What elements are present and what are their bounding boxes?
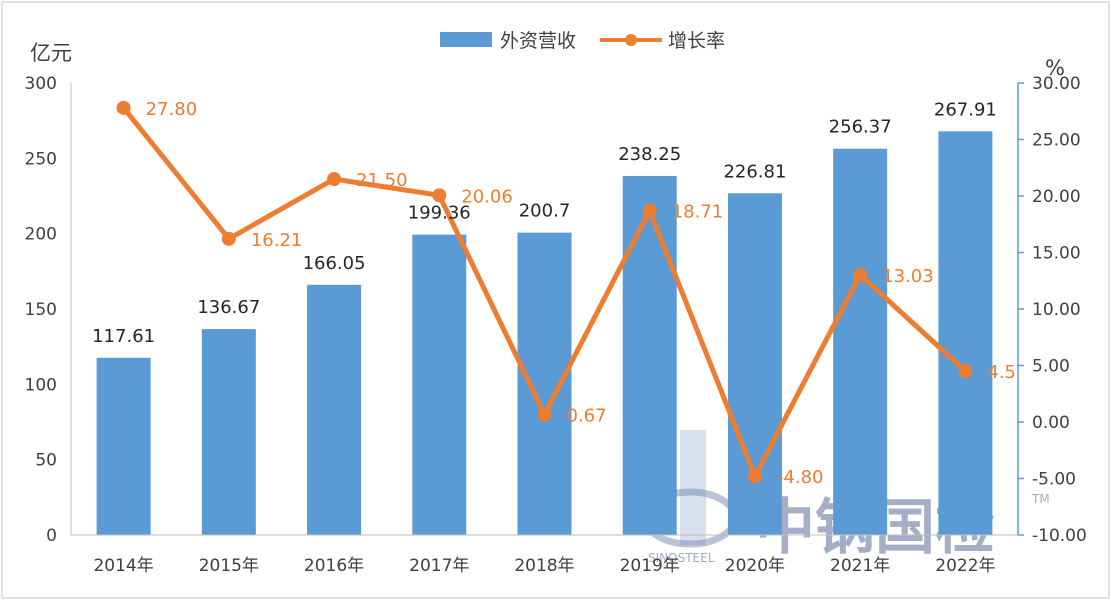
rate-value-label: 4.5	[987, 362, 1016, 383]
bar-value-label: 117.61	[92, 326, 155, 347]
rate-value-label: -4.80	[777, 467, 824, 488]
legend-bar-label: 外资营收	[500, 30, 576, 52]
right-axis-unit: %	[1045, 56, 1065, 80]
growth-rate-point	[432, 188, 447, 203]
category-label: 2021年	[830, 556, 890, 576]
category-label: 2019年	[620, 556, 680, 576]
bar-value-label: 267.91	[934, 99, 997, 120]
watermark-building-icon	[680, 430, 706, 545]
bar-2	[307, 284, 362, 535]
rate-value-label: 21.50	[356, 170, 408, 191]
bar-1	[201, 329, 256, 535]
bar-5	[622, 176, 677, 535]
legend: 外资营收 增长率	[440, 30, 725, 52]
left-tick-label: 100	[25, 375, 57, 395]
bar-value-label: 256.37	[829, 117, 892, 138]
right-tick-label: -10.00	[1032, 526, 1087, 546]
bar-7	[833, 148, 888, 535]
bar-6	[727, 193, 782, 535]
bar-value-label: 199.36	[408, 203, 471, 224]
legend-line-label: 增长率	[668, 30, 725, 52]
bar-value-label: 200.7	[519, 201, 571, 222]
category-label: 2017年	[409, 556, 469, 576]
rate-value-label: 0.67	[567, 405, 607, 426]
right-tick-label: 0.00	[1032, 413, 1070, 433]
legend-line-marker	[625, 34, 637, 46]
growth-rate-point	[958, 364, 973, 379]
category-label: 2022年	[935, 556, 995, 576]
watermark-sub-text: SINOSTEEL	[648, 551, 715, 565]
right-tick-label: 25.00	[1032, 131, 1081, 151]
growth-rate-point	[747, 469, 762, 484]
right-tick-label: 30.00	[1032, 74, 1081, 94]
right-tick-label: 5.00	[1032, 357, 1070, 377]
rate-value-label: 18.71	[672, 202, 724, 223]
left-tick-label: 200	[25, 225, 57, 245]
category-label: 2016年	[304, 556, 364, 576]
left-tick-label: 300	[25, 74, 57, 94]
bar-4	[517, 232, 572, 535]
left-tick-label: 0	[46, 526, 57, 546]
growth-rate-point	[537, 407, 552, 422]
bar-3	[412, 234, 467, 536]
left-tick-label: 150	[25, 300, 57, 320]
rate-value-label: 20.06	[461, 186, 513, 207]
left-axis-unit: 亿元	[30, 41, 72, 65]
growth-rate-point	[116, 100, 131, 115]
rate-value-label: 13.03	[882, 266, 934, 287]
growth-rate-point	[853, 267, 868, 282]
left-tick-label: 250	[25, 149, 57, 169]
right-tick-label: 10.00	[1032, 300, 1081, 320]
rate-value-label: 16.21	[251, 230, 303, 251]
bar-value-label: 136.67	[197, 297, 260, 318]
right-tick-label: -5.00	[1032, 470, 1076, 490]
bar-value-label: 166.05	[303, 253, 366, 274]
bar-0	[96, 357, 151, 535]
axes: 0 50 100 150 200 250 300 -10.00 -5.00 0.00 5.00 10.…	[25, 74, 1087, 576]
growth-rate-point	[327, 172, 342, 187]
right-tick-label: 15.00	[1032, 244, 1081, 264]
data-labels: 117.61 136.67 166.05 199.36 200.7 238.25 226.8…	[92, 99, 1016, 488]
bar-value-label: 238.25	[618, 144, 681, 165]
left-tick-label: 50	[35, 451, 57, 471]
line-series	[116, 100, 973, 484]
bar-8	[938, 131, 993, 535]
right-tick-label: 20.00	[1032, 187, 1081, 207]
legend-bar-swatch	[440, 32, 492, 47]
bar-value-label: 226.81	[723, 161, 786, 182]
growth-rate-point	[642, 203, 657, 218]
rate-value-label: 27.80	[146, 99, 198, 120]
category-label: 2018年	[514, 556, 574, 576]
category-label: 2020年	[725, 556, 785, 576]
growth-rate-point	[221, 231, 236, 246]
watermark-tm: TM	[1031, 492, 1050, 506]
category-label: 2014年	[93, 556, 153, 576]
category-label: 2015年	[199, 556, 259, 576]
